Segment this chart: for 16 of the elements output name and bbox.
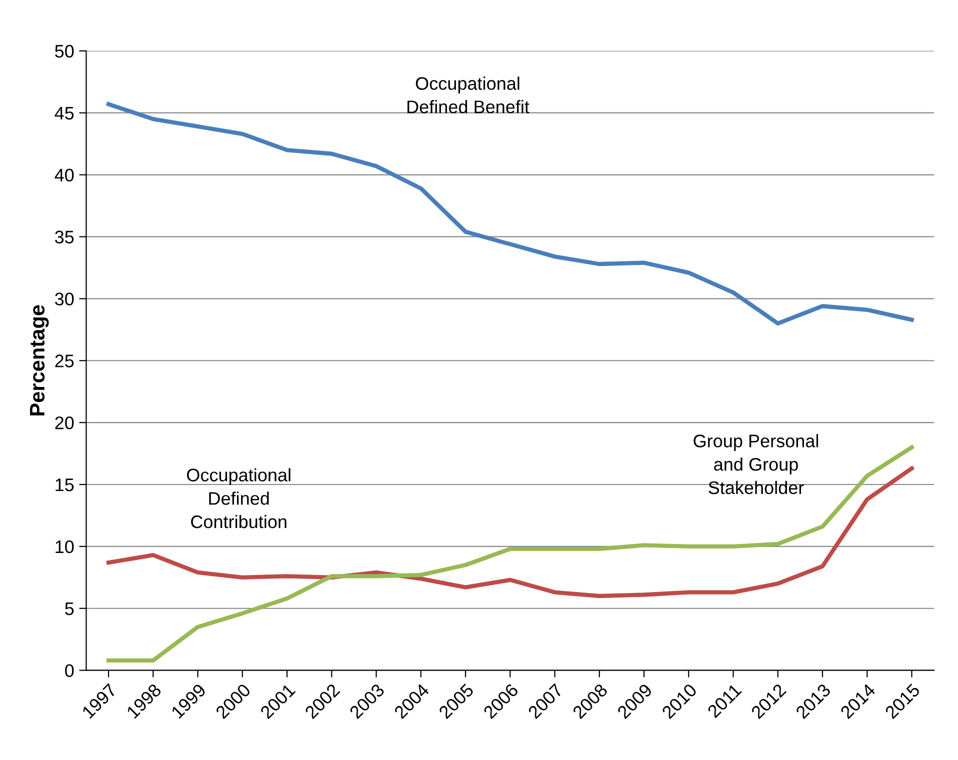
y-tick-label: 20	[55, 416, 74, 430]
annotation: Occupational Defined Benefit	[407, 76, 530, 114]
annotation: Group Personal and Group Stakeholder	[694, 434, 818, 494]
y-tick-label: 25	[55, 354, 74, 368]
y-tick-label: 10	[56, 540, 74, 554]
y-tick-label: 50	[55, 44, 74, 58]
y-axis-title: Percentage	[30, 305, 49, 416]
line-series	[106, 102, 914, 326]
y-tick-label: 15	[56, 478, 74, 492]
y-tick-label: 40	[54, 168, 74, 182]
y-tick-label: 30	[55, 292, 74, 306]
annotation: Occupational Defined Contribution	[186, 468, 290, 528]
y-tick-label: 45	[54, 106, 74, 120]
y-tick-label: 5	[65, 602, 74, 616]
y-tick-label: 35	[55, 230, 74, 244]
y-tick-label: 0	[65, 664, 74, 678]
